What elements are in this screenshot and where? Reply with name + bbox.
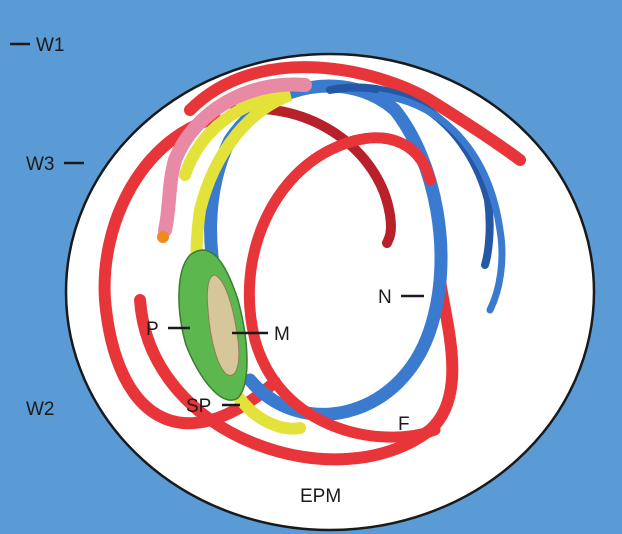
pink-strand bbox=[158, 77, 312, 237]
tan-core bbox=[206, 274, 240, 376]
red-strand-lower-arc bbox=[134, 274, 459, 466]
orange-tip bbox=[157, 231, 169, 243]
blue-strand-tail bbox=[326, 83, 494, 269]
label-w3: W3 bbox=[26, 154, 55, 175]
label-m: M bbox=[274, 324, 290, 345]
label-p: P bbox=[146, 319, 159, 340]
blue-strand-outer-tail bbox=[376, 91, 506, 314]
red-strand-inner-arc bbox=[230, 103, 396, 248]
label-w2: W2 bbox=[26, 399, 55, 420]
red-strand-upper-right bbox=[184, 61, 526, 166]
label-w1: W1 bbox=[36, 35, 65, 56]
label-n: N bbox=[378, 287, 392, 308]
label-epm: EPM bbox=[300, 486, 341, 507]
red-strand-outer-loop bbox=[98, 112, 281, 430]
label-f: F bbox=[398, 414, 410, 435]
red-strand-f-loop bbox=[243, 132, 441, 443]
label-sp: SP bbox=[186, 396, 211, 417]
yellow-strand bbox=[179, 89, 306, 435]
